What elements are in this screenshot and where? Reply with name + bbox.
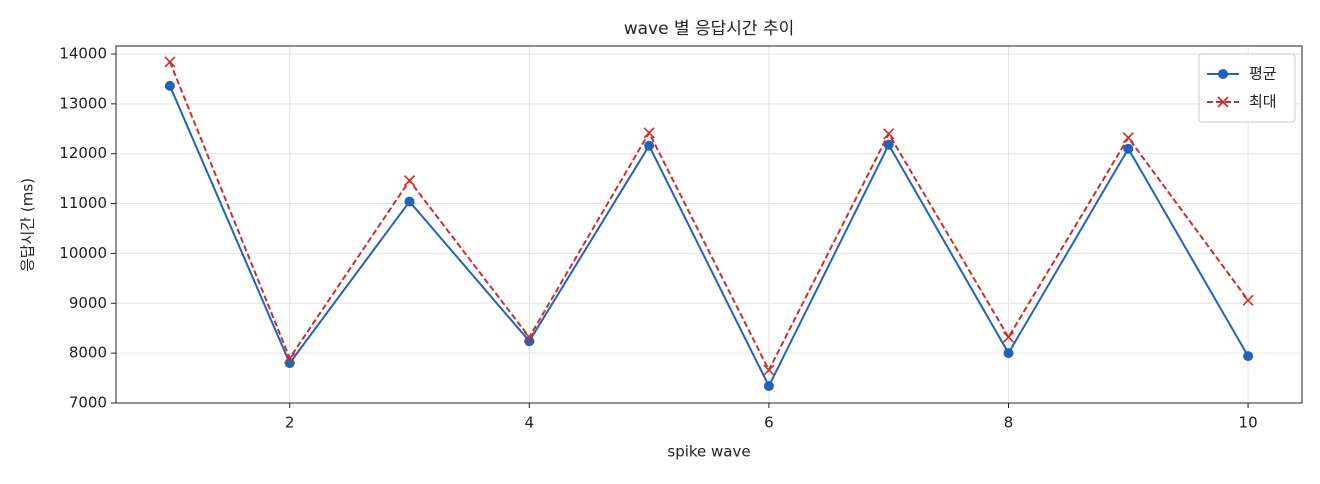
- marker: [883, 128, 895, 140]
- marker: [164, 80, 175, 91]
- x-tick-label: 6: [764, 414, 774, 432]
- y-tick-label: 11000: [59, 194, 107, 212]
- y-tick-label: 8000: [69, 344, 107, 362]
- marker: [1217, 96, 1229, 108]
- y-tick-label: 7000: [69, 394, 107, 412]
- y-axis-label: 응답시간 (ms): [19, 178, 37, 272]
- marker: [643, 127, 655, 139]
- marker: [284, 352, 296, 364]
- series-line: [168, 85, 1249, 389]
- y-tick-label: 9000: [69, 294, 107, 312]
- marker: [1218, 69, 1228, 79]
- marker: [523, 331, 535, 343]
- marker: [1243, 351, 1254, 362]
- legend-label: 평균: [1249, 65, 1277, 83]
- marker: [763, 364, 775, 376]
- y-tick-label: 10000: [59, 244, 107, 262]
- y-tick-label: 13000: [59, 94, 107, 112]
- marker: [1242, 294, 1254, 306]
- marker: [644, 140, 655, 151]
- marker: [404, 196, 415, 207]
- plot-frame: [115, 45, 1303, 404]
- x-tick-label: 8: [1004, 414, 1014, 432]
- marker: [1123, 143, 1134, 154]
- legend-label: 최대: [1249, 93, 1277, 111]
- marker: [1122, 132, 1134, 144]
- marker: [164, 56, 176, 68]
- marker: [1002, 331, 1015, 343]
- chart-title: wave 별 응답시간 추이: [624, 19, 795, 39]
- marker: [883, 139, 894, 150]
- series-line: [168, 61, 1249, 373]
- x-axis-label: spike wave: [667, 443, 750, 461]
- marker: [763, 381, 774, 392]
- marker: [403, 175, 416, 187]
- legend-box: [1198, 53, 1296, 123]
- marker: [1003, 348, 1014, 359]
- y-tick-label: 14000: [59, 44, 107, 62]
- x-tick-label: 2: [285, 414, 295, 432]
- x-tick-label: 4: [525, 414, 535, 432]
- y-tick-label: 12000: [59, 144, 107, 162]
- x-tick-label: 10: [1239, 414, 1258, 432]
